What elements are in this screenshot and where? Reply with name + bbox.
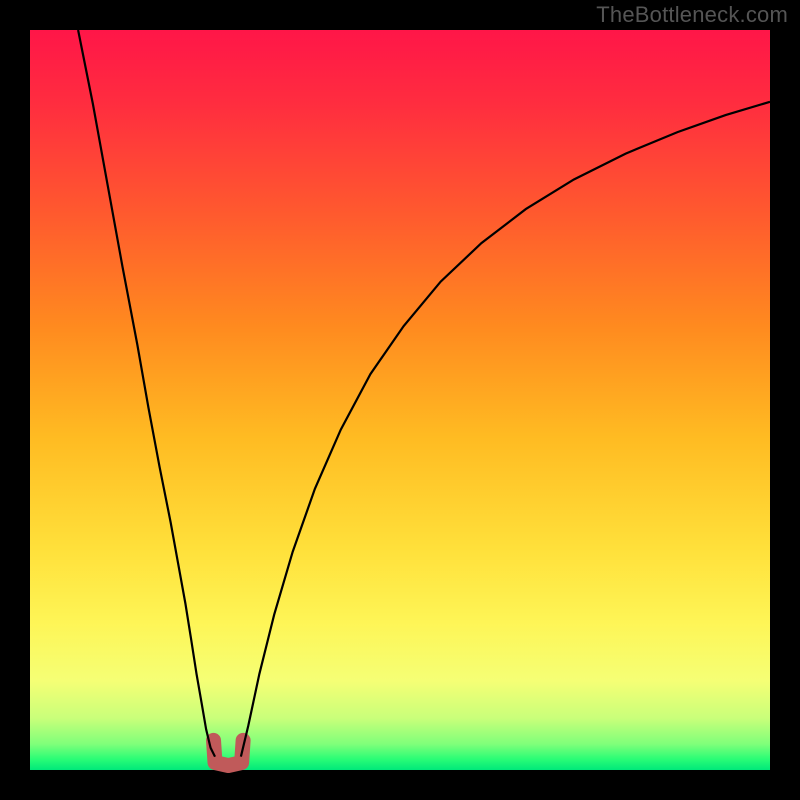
plot-area <box>30 30 770 770</box>
watermark-text: TheBottleneck.com <box>596 2 788 28</box>
bottleneck-curve-left <box>78 30 215 757</box>
curve-layer <box>30 30 770 770</box>
valley-marker <box>214 740 244 765</box>
chart-canvas: TheBottleneck.com <box>0 0 800 800</box>
bottleneck-curve-right <box>241 102 770 757</box>
